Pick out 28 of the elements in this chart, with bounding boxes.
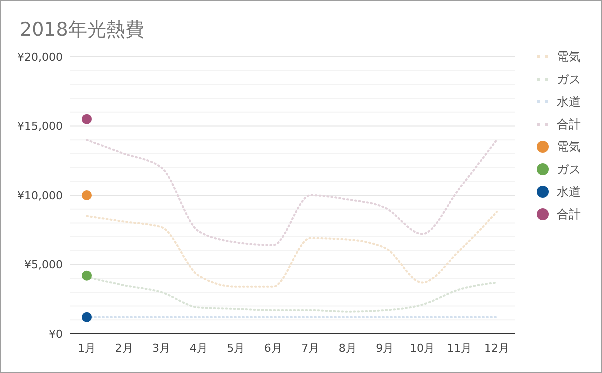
x-tick-label: 11月	[447, 342, 472, 355]
x-tick-label: 8月	[338, 342, 357, 355]
x-tick-label: 10月	[410, 342, 435, 355]
line-series	[86, 139, 498, 246]
line-series	[86, 211, 498, 288]
chart-title: 2018年光熱費	[20, 19, 144, 41]
y-tick-label: ¥5,000	[24, 258, 63, 272]
x-tick-label: 6月	[264, 342, 282, 355]
x-tick-label: 7月	[302, 342, 320, 355]
legend-label: 水道	[557, 95, 581, 110]
legend-label: ガス	[557, 162, 581, 177]
x-tick-label: 4月	[190, 342, 208, 355]
legend-label: ガス	[557, 72, 581, 87]
x-tick-label: 12月	[484, 342, 510, 355]
y-tick-label: ¥10,000	[18, 189, 63, 202]
y-tick-label: ¥0	[49, 328, 63, 341]
x-tick-label: 3月	[152, 342, 171, 355]
y-tick-label: ¥15,000	[18, 120, 63, 134]
y-tick-label: ¥20,000	[18, 50, 63, 64]
legend-label: 電気	[557, 50, 581, 64]
x-tick-label: 2月	[115, 342, 134, 355]
legend-label: 合計	[557, 208, 581, 222]
x-tick-label: 9月	[376, 342, 394, 355]
x-tick-label: 5月	[227, 342, 246, 355]
legend-label: 合計	[557, 118, 581, 132]
legend-label: 電気	[557, 140, 581, 154]
legend-label: 水道	[557, 185, 581, 200]
x-tick-label: 1月	[78, 342, 96, 355]
